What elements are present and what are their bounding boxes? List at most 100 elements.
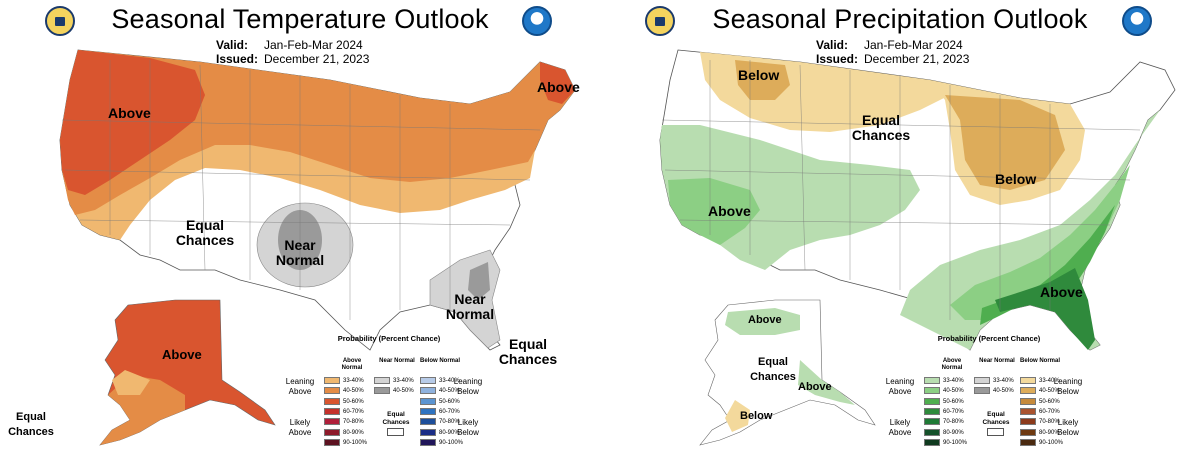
- legend-above-swatch: [924, 438, 940, 446]
- legend-below-swatch: [420, 397, 436, 405]
- above-40-50-west: [668, 178, 760, 245]
- region-label-alaska-above-panhandle: Above: [798, 381, 832, 393]
- legend-below-swatch: [1020, 418, 1036, 426]
- legend-below-percent-label: 80-90%: [439, 429, 460, 436]
- temperature-map: [59, 49, 576, 446]
- precipitation-map: [659, 49, 1176, 446]
- region-label-alaska-above: Above: [162, 347, 202, 362]
- legend-col-near: Near Normal: [979, 358, 1015, 364]
- legend-above-swatch: [324, 377, 340, 384]
- legend-below-swatch: [1020, 377, 1036, 384]
- legend-below-percent-label: 40-50%: [1039, 388, 1060, 395]
- region-label-above-southeast: Above: [1040, 284, 1083, 300]
- issued-label: Issued:: [816, 52, 859, 66]
- region-label-alaska-equal: Equal Chances: [8, 411, 54, 438]
- legend-below-percent-label: 40-50%: [439, 388, 460, 395]
- legend-above-swatch: [324, 438, 340, 446]
- above-50-60-northeast: [540, 62, 575, 104]
- above-50-60-northwest: [60, 50, 205, 195]
- legend-above-swatch: [324, 397, 340, 405]
- near-normal-southeast-inner: [468, 262, 490, 300]
- alaska-above-north: [725, 308, 800, 335]
- legend-leaning-right: Leaning Below: [1053, 377, 1083, 396]
- legend-col-above: Above Normal: [341, 358, 363, 371]
- legend-equal-chances-swatch: [387, 428, 404, 436]
- legend-below-percent-label: 50-60%: [1039, 398, 1060, 405]
- legend-above-percent-label: 50-60%: [343, 398, 364, 405]
- legend-likely-left: Likely Above: [888, 418, 912, 437]
- state-lines: [661, 60, 1141, 320]
- legend-below-percent-label: 50-60%: [439, 398, 460, 405]
- legend-likely-right: Likely Below: [1057, 418, 1079, 437]
- legend-above-swatch: [324, 418, 340, 426]
- legend-below-swatch: [1020, 428, 1036, 436]
- temperature-outlook-panel: Seasonal Temperature Outlook Valid: Jan-F…: [8, 4, 580, 465]
- legend-col-above: Above Normal: [941, 358, 963, 371]
- region-label-above-ne: Above: [537, 79, 580, 95]
- noaa-logo-icon: [522, 6, 552, 36]
- legend-near-percent-label: 40-50%: [993, 388, 1014, 395]
- legend-below-swatch: [420, 428, 436, 436]
- region-label-equal: Equal Chances: [851, 112, 911, 143]
- commerce-seal-icon: [45, 6, 75, 36]
- legend-above-percent-label: 80-90%: [943, 429, 964, 436]
- alaska-below-southwest: [725, 400, 750, 432]
- legend-below-swatch: [1020, 438, 1036, 446]
- issued-value: December 21, 2023: [864, 52, 970, 66]
- legend-below-swatch: [420, 377, 436, 384]
- legend-equal-chances: Equal Chances: [382, 411, 410, 426]
- precipitation-outlook-panel: Seasonal Precipitation Outlook Valid: Jan…: [600, 0, 1200, 465]
- noaa-logo-icon: [1122, 6, 1152, 36]
- legend-below-percent-label: 90-100%: [439, 439, 464, 446]
- legend-below-percent-label: 33-40%: [439, 378, 460, 384]
- precipitation-legend: Probability (Percent Chance) Above Norma…: [882, 334, 1082, 465]
- region-label-below-greatlakes: Below: [995, 171, 1037, 187]
- legend-above-percent-label: 90-100%: [943, 439, 968, 446]
- temperature-legend: Probability (Percent Chance) Above Norma…: [282, 334, 482, 465]
- legend-below-swatch: [420, 407, 436, 415]
- legend-near-swatch: [374, 377, 390, 384]
- legend-above-percent-label: 70-80%: [343, 419, 364, 426]
- above-60-70-southeast: [995, 268, 1095, 350]
- valid-label: Valid:: [216, 38, 249, 52]
- region-label-alaska-below: Below: [740, 410, 773, 422]
- legend-below-percent-label: 80-90%: [1039, 429, 1060, 436]
- above-33-40-southeast: [900, 110, 1160, 350]
- valid-value: Jan-Feb-Mar 2024: [264, 38, 363, 52]
- legend-above-swatch: [924, 377, 940, 384]
- state-lines: [61, 60, 541, 320]
- temperature-title: Seasonal Temperature Outlook: [111, 4, 489, 34]
- legend-above-percent-label: 40-50%: [943, 388, 964, 395]
- valid-label: Valid:: [816, 38, 849, 52]
- legend-below-swatch: [1020, 397, 1036, 405]
- issued-value: December 21, 2023: [264, 52, 370, 66]
- valid-value: Jan-Feb-Mar 2024: [864, 38, 963, 52]
- legend-below-percent-label: 60-70%: [1039, 408, 1060, 415]
- legend-above-swatch: [924, 407, 940, 415]
- legend-leaning-left: Leaning Above: [285, 377, 315, 396]
- legend-above-swatch: [924, 387, 940, 395]
- legend-equal-chances-swatch: [987, 428, 1004, 436]
- temperature-meta: Valid: Jan-Feb-Mar 2024 Issued: December 2…: [216, 38, 369, 66]
- region-label-alaska-equal: Equal Chances: [750, 356, 796, 383]
- legend-below-swatch: [420, 438, 436, 446]
- commerce-seal-icon: [645, 6, 675, 36]
- legend-above-percent-label: 50-60%: [943, 398, 964, 405]
- legend-likely-right: Likely Below: [457, 418, 479, 437]
- legend-above-percent-label: 60-70%: [343, 408, 364, 415]
- region-label-below-nw: Below: [738, 67, 780, 83]
- legend-below-percent-label: 60-70%: [439, 408, 460, 415]
- legend-near-percent-label: 33-40%: [993, 378, 1014, 384]
- legend-below-percent-label: 70-80%: [1039, 419, 1060, 426]
- above-50-60-southeast: [980, 205, 1115, 325]
- legend-above-percent-label: 40-50%: [343, 388, 364, 395]
- legend-col-below: Below Normal: [420, 358, 461, 364]
- legend-above-percent-label: 33-40%: [343, 378, 364, 384]
- below-40-50-north: [735, 60, 790, 100]
- legend-above-percent-label: 70-80%: [943, 419, 964, 426]
- legend-below-swatch: [420, 418, 436, 426]
- region-label-equal: Equal Chances: [175, 217, 235, 248]
- precipitation-title: Seasonal Precipitation Outlook: [712, 4, 1088, 34]
- above-40-50-southeast: [950, 165, 1130, 320]
- legend-below-swatch: [420, 387, 436, 395]
